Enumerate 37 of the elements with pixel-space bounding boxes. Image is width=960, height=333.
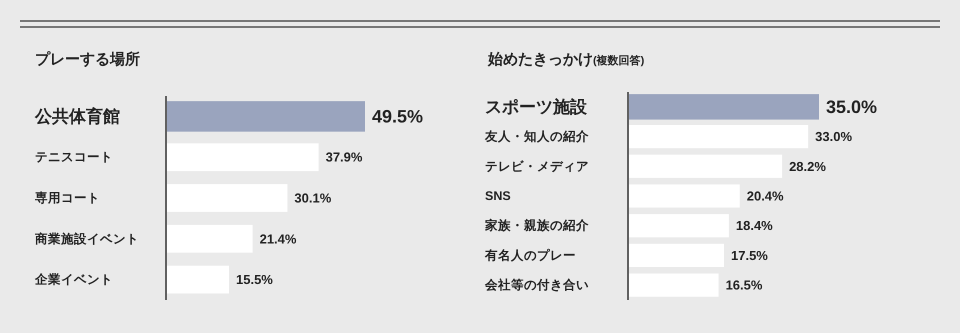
- data-label: 21.4%: [260, 231, 297, 246]
- y-tick-label: スポーツ施設: [485, 97, 588, 116]
- chart-subtitle: (複数回答): [593, 54, 645, 67]
- y-tick-label: テニスコート: [35, 150, 113, 164]
- data-label: 17.5%: [731, 248, 768, 263]
- chart-title: プレーする場所: [35, 51, 140, 68]
- y-tick-label: 有名人のプレー: [484, 247, 576, 262]
- bar: [629, 244, 724, 268]
- data-label: 18.4%: [736, 218, 774, 234]
- bar: [167, 266, 229, 294]
- data-label: 28.2%: [789, 158, 826, 174]
- bar: [629, 274, 719, 297]
- data-label: 33.0%: [815, 129, 852, 144]
- bar: [629, 124, 808, 148]
- y-tick-label: 企業イベント: [34, 272, 113, 287]
- chart-title: 始めたきっかけ: [487, 51, 593, 68]
- y-tick-label: 友人・知人の紹介: [484, 130, 590, 144]
- bar: [167, 184, 288, 212]
- y-tick-label: 商業施設イベント: [34, 230, 139, 246]
- data-label: 49.5%: [372, 106, 424, 126]
- bar: [629, 184, 740, 208]
- data-label: 37.9%: [326, 150, 363, 165]
- data-label: 15.5%: [236, 272, 274, 288]
- bar: [629, 154, 782, 178]
- data-label: 30.1%: [294, 190, 332, 206]
- bar: [167, 143, 319, 172]
- y-tick-label: 会社等の付き合い: [484, 277, 589, 292]
- y-tick-label: 専用コート: [34, 190, 100, 205]
- bar: [629, 214, 729, 238]
- y-tick-label: SNS: [485, 189, 511, 203]
- data-label: 16.5%: [726, 278, 763, 293]
- y-tick-label: 家族・親族の紹介: [484, 218, 590, 233]
- y-tick-label: 公共体育館: [34, 106, 120, 126]
- y-tick-label: テレビ・メディア: [485, 159, 589, 174]
- data-label: 35.0%: [826, 96, 878, 117]
- bar: [167, 224, 253, 253]
- data-label: 20.4%: [746, 188, 784, 204]
